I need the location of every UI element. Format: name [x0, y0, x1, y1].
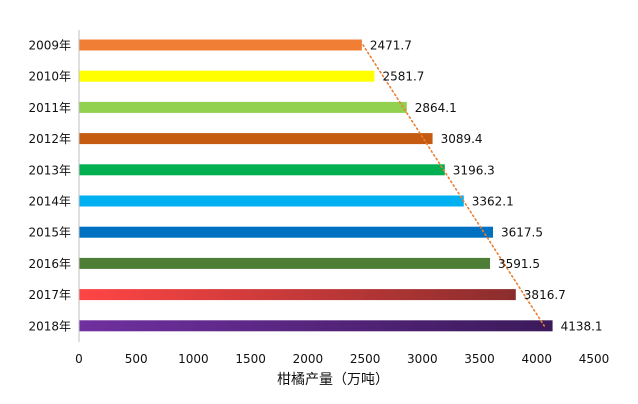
bars-layer: [79, 39, 553, 332]
x-tick-500: 500: [125, 352, 148, 366]
x-tick-2000: 2000: [293, 352, 324, 366]
data-label-2017年: 3816.7: [524, 288, 566, 302]
category-label-2013年: 2013年: [28, 163, 71, 177]
bar-2018年: [79, 320, 553, 332]
bar-2013年: [79, 164, 445, 176]
trendline: [362, 44, 546, 327]
bar-2011年: [79, 101, 407, 113]
x-tick-3000: 3000: [407, 352, 438, 366]
category-label-2010年: 2010年: [28, 70, 71, 84]
bar-2016年: [79, 257, 491, 269]
bar-2009年: [79, 39, 362, 51]
data-label-2014年: 3362.1: [472, 195, 514, 209]
x-tick-1000: 1000: [178, 352, 209, 366]
x-tick-1500: 1500: [235, 352, 266, 366]
labels-layer: 2471.7 2581.7 2864.1 3089.4 3196.3 3362.1 3617…: [370, 39, 603, 334]
x-tick-3500: 3500: [464, 352, 495, 366]
category-label-2016年: 2016年: [28, 257, 71, 271]
x-tick-4500: 4500: [579, 352, 610, 366]
category-labels: 2009年 2010年 2011年 2012年 2013年 2014年 2015年 2016年…: [28, 39, 71, 334]
category-label-2015年: 2015年: [28, 226, 71, 240]
bar-2010年: [79, 70, 375, 82]
data-label-2012年: 3089.4: [441, 132, 483, 146]
data-label-2009年: 2471.7: [370, 39, 412, 53]
category-label-2018年: 2018年: [28, 319, 71, 333]
data-label-2016年: 3591.5: [498, 257, 540, 271]
trend-layer: [362, 44, 546, 327]
category-label-2014年: 2014年: [28, 195, 71, 209]
data-label-2010年: 2581.7: [382, 70, 424, 84]
x-tick-2500: 2500: [350, 352, 381, 366]
data-label-2018年: 4138.1: [561, 319, 603, 333]
bar-2015年: [79, 226, 494, 238]
category-label-2012年: 2012年: [28, 132, 71, 146]
category-label-2009年: 2009年: [28, 39, 71, 53]
data-label-2011年: 2864.1: [415, 101, 457, 115]
data-label-2015年: 3617.5: [501, 226, 543, 240]
category-label-2017年: 2017年: [28, 288, 71, 302]
bar-2012年: [79, 133, 433, 145]
bar-2017年: [79, 289, 516, 301]
data-label-2013年: 3196.3: [453, 163, 495, 177]
x-tick-0: 0: [75, 352, 83, 366]
bar-2014年: [79, 195, 464, 207]
category-label-2011年: 2011年: [28, 101, 71, 115]
x-axis-title: 柑橘产量（万吨）: [277, 372, 389, 388]
x-tick-4000: 4000: [522, 352, 553, 366]
x-tick-labels: 0 500 1000 1500 2000 2500 3000 3500 4000 4500: [75, 352, 609, 366]
